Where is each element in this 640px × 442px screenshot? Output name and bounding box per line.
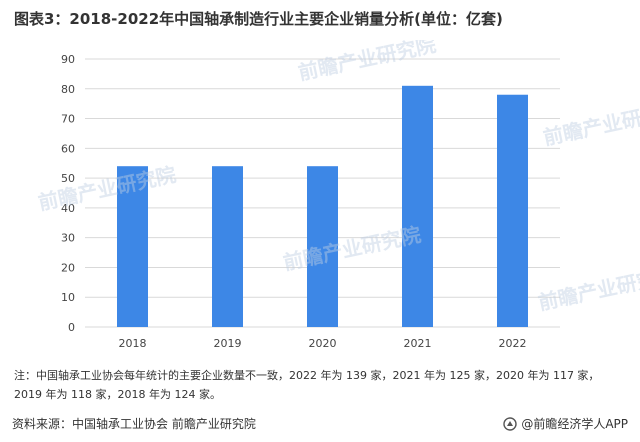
x-tick-label: 2021 bbox=[404, 337, 432, 350]
bar bbox=[212, 166, 243, 327]
y-tick-label: 10 bbox=[61, 291, 75, 304]
x-tick-label: 2020 bbox=[309, 337, 337, 350]
brand-icon bbox=[503, 416, 518, 431]
chart-note: 注：中国轴承工业协会每年统计的主要企业数量不一致，2022 年为 139 家，2… bbox=[14, 369, 600, 401]
bar bbox=[307, 166, 338, 327]
watermark: 前瞻产业研究院 bbox=[541, 97, 640, 150]
brand: @前瞻经济学人APP bbox=[503, 415, 628, 432]
y-axis-ticks: 0 10 20 30 40 50 60 70 80 90 bbox=[61, 53, 75, 334]
y-tick-label: 60 bbox=[61, 142, 75, 155]
bar bbox=[402, 85, 433, 327]
x-axis-ticks: 2018 2019 2020 2021 2022 bbox=[119, 337, 527, 350]
y-tick-label: 50 bbox=[61, 172, 75, 185]
y-tick-label: 40 bbox=[61, 202, 75, 215]
y-tick-label: 20 bbox=[61, 261, 75, 274]
bar-chart: 0 10 20 30 40 50 60 70 80 90 2018 2019 2020 2021 2022… bbox=[36, 40, 640, 350]
x-tick-label: 2022 bbox=[499, 337, 527, 350]
bars bbox=[117, 85, 528, 327]
x-tick-label: 2019 bbox=[214, 337, 242, 350]
watermark: 前瞻产业研究院 bbox=[536, 262, 640, 315]
x-tick-label: 2018 bbox=[119, 337, 147, 350]
bar bbox=[117, 166, 148, 327]
y-tick-label: 90 bbox=[61, 53, 75, 66]
chart-title: 图表3：2018-2022年中国轴承制造行业主要企业销量分析(单位：亿套) bbox=[14, 10, 503, 28]
watermark: 前瞻产业研究院 bbox=[296, 40, 438, 85]
brand-label: @前瞻经济学人APP bbox=[521, 417, 628, 431]
watermark: 前瞻产业研究院 bbox=[36, 162, 178, 215]
y-tick-label: 0 bbox=[68, 321, 75, 334]
y-tick-label: 80 bbox=[61, 83, 75, 96]
bar bbox=[497, 94, 528, 327]
y-tick-label: 70 bbox=[61, 113, 75, 126]
source-text: 资料来源：中国轴承工业协会 前瞻产业研究院 bbox=[12, 417, 256, 431]
y-tick-label: 30 bbox=[61, 232, 75, 245]
